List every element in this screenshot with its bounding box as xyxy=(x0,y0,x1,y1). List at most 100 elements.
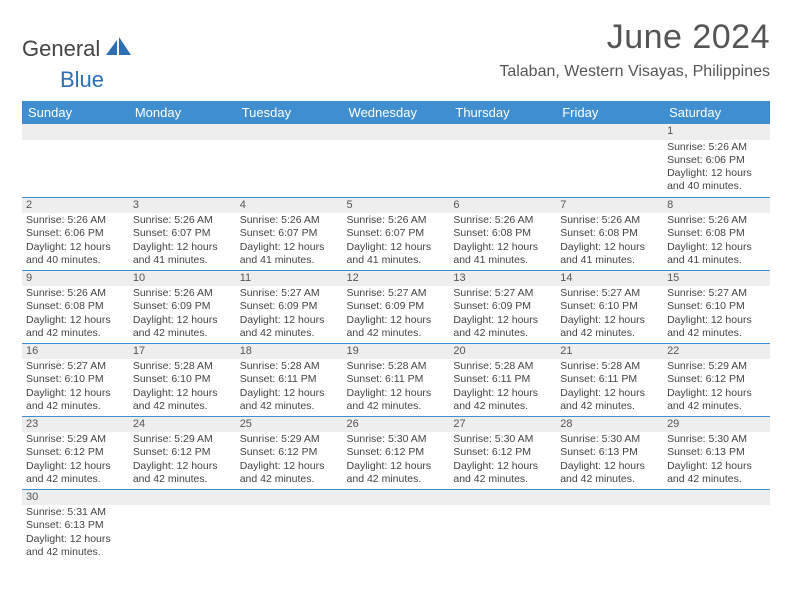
weekday-header: Thursday xyxy=(449,101,556,124)
day-number: 27 xyxy=(449,417,556,433)
calendar-day-cell: 21Sunrise: 5:28 AMSunset: 6:11 PMDayligh… xyxy=(556,343,663,416)
day-body: Sunrise: 5:29 AMSunset: 6:12 PMDaylight:… xyxy=(129,432,236,488)
sunrise-text: Sunrise: 5:30 AM xyxy=(667,433,766,446)
sunset-text: Sunset: 6:10 PM xyxy=(667,300,766,313)
day-number: 24 xyxy=(129,417,236,433)
sunrise-text: Sunrise: 5:28 AM xyxy=(347,360,446,373)
sunset-text: Sunset: 6:10 PM xyxy=(26,373,125,386)
daylight-text: Daylight: 12 hours and 41 minutes. xyxy=(667,241,766,267)
day-body: Sunrise: 5:26 AMSunset: 6:07 PMDaylight:… xyxy=(343,213,450,269)
calendar-day-cell: 25Sunrise: 5:29 AMSunset: 6:12 PMDayligh… xyxy=(236,416,343,489)
sunset-text: Sunset: 6:07 PM xyxy=(133,227,232,240)
daylight-text: Daylight: 12 hours and 42 minutes. xyxy=(133,460,232,486)
sunrise-text: Sunrise: 5:29 AM xyxy=(26,433,125,446)
day-body: Sunrise: 5:26 AMSunset: 6:08 PMDaylight:… xyxy=(449,213,556,269)
calendar-day-cell: 3Sunrise: 5:26 AMSunset: 6:07 PMDaylight… xyxy=(129,197,236,270)
calendar-day-cell: 18Sunrise: 5:28 AMSunset: 6:11 PMDayligh… xyxy=(236,343,343,416)
day-number: 21 xyxy=(556,344,663,360)
sunrise-text: Sunrise: 5:26 AM xyxy=(560,214,659,227)
daylight-text: Daylight: 12 hours and 42 minutes. xyxy=(453,314,552,340)
daylight-text: Daylight: 12 hours and 42 minutes. xyxy=(667,314,766,340)
day-number: 25 xyxy=(236,417,343,433)
daylight-text: Daylight: 12 hours and 40 minutes. xyxy=(26,241,125,267)
sunset-text: Sunset: 6:13 PM xyxy=(26,519,125,532)
daylight-text: Daylight: 12 hours and 42 minutes. xyxy=(347,460,446,486)
sunset-text: Sunset: 6:10 PM xyxy=(560,300,659,313)
calendar-day-cell: 26Sunrise: 5:30 AMSunset: 6:12 PMDayligh… xyxy=(343,416,450,489)
calendar-day-cell xyxy=(556,489,663,562)
day-body: Sunrise: 5:27 AMSunset: 6:09 PMDaylight:… xyxy=(449,286,556,342)
calendar-day-cell xyxy=(449,124,556,197)
calendar-day-cell: 14Sunrise: 5:27 AMSunset: 6:10 PMDayligh… xyxy=(556,270,663,343)
day-number: 18 xyxy=(236,344,343,360)
daylight-text: Daylight: 12 hours and 41 minutes. xyxy=(347,241,446,267)
weekday-header: Saturday xyxy=(663,101,770,124)
day-body: Sunrise: 5:26 AMSunset: 6:07 PMDaylight:… xyxy=(236,213,343,269)
daylight-text: Daylight: 12 hours and 42 minutes. xyxy=(240,460,339,486)
day-body: Sunrise: 5:26 AMSunset: 6:08 PMDaylight:… xyxy=(663,213,770,269)
sunrise-text: Sunrise: 5:28 AM xyxy=(560,360,659,373)
day-body: Sunrise: 5:27 AMSunset: 6:10 PMDaylight:… xyxy=(22,359,129,415)
calendar-day-cell: 10Sunrise: 5:26 AMSunset: 6:09 PMDayligh… xyxy=(129,270,236,343)
calendar-page: General June 2024 Talaban, Western Visay… xyxy=(0,0,792,612)
sunrise-text: Sunrise: 5:31 AM xyxy=(26,506,125,519)
calendar-day-cell: 23Sunrise: 5:29 AMSunset: 6:12 PMDayligh… xyxy=(22,416,129,489)
day-number: 19 xyxy=(343,344,450,360)
sunrise-text: Sunrise: 5:26 AM xyxy=(26,287,125,300)
sunset-text: Sunset: 6:12 PM xyxy=(240,446,339,459)
day-number-bar xyxy=(236,124,343,140)
calendar-day-cell: 15Sunrise: 5:27 AMSunset: 6:10 PMDayligh… xyxy=(663,270,770,343)
sunrise-text: Sunrise: 5:30 AM xyxy=(453,433,552,446)
calendar-day-cell: 27Sunrise: 5:30 AMSunset: 6:12 PMDayligh… xyxy=(449,416,556,489)
calendar-day-cell: 2Sunrise: 5:26 AMSunset: 6:06 PMDaylight… xyxy=(22,197,129,270)
day-number: 30 xyxy=(22,490,129,506)
day-number: 2 xyxy=(22,198,129,214)
day-number: 16 xyxy=(22,344,129,360)
daylight-text: Daylight: 12 hours and 42 minutes. xyxy=(347,314,446,340)
day-body: Sunrise: 5:26 AMSunset: 6:08 PMDaylight:… xyxy=(556,213,663,269)
calendar-day-cell xyxy=(343,489,450,562)
sunrise-text: Sunrise: 5:27 AM xyxy=(667,287,766,300)
daylight-text: Daylight: 12 hours and 42 minutes. xyxy=(133,314,232,340)
day-number-bar xyxy=(343,490,450,506)
calendar-day-cell: 1Sunrise: 5:26 AMSunset: 6:06 PMDaylight… xyxy=(663,124,770,197)
daylight-text: Daylight: 12 hours and 41 minutes. xyxy=(133,241,232,267)
daylight-text: Daylight: 12 hours and 42 minutes. xyxy=(26,533,125,559)
weekday-header: Tuesday xyxy=(236,101,343,124)
calendar-day-cell xyxy=(449,489,556,562)
sunset-text: Sunset: 6:07 PM xyxy=(347,227,446,240)
calendar-day-cell xyxy=(556,124,663,197)
day-body: Sunrise: 5:27 AMSunset: 6:09 PMDaylight:… xyxy=(236,286,343,342)
sunrise-text: Sunrise: 5:26 AM xyxy=(26,214,125,227)
calendar-day-cell: 30Sunrise: 5:31 AMSunset: 6:13 PMDayligh… xyxy=(22,489,129,562)
sunset-text: Sunset: 6:11 PM xyxy=(560,373,659,386)
weekday-header-row: Sunday Monday Tuesday Wednesday Thursday… xyxy=(22,101,770,124)
sunset-text: Sunset: 6:08 PM xyxy=(560,227,659,240)
day-body: Sunrise: 5:27 AMSunset: 6:10 PMDaylight:… xyxy=(663,286,770,342)
weekday-header: Wednesday xyxy=(343,101,450,124)
brand-text-2: Blue xyxy=(60,67,104,92)
sunrise-text: Sunrise: 5:26 AM xyxy=(133,214,232,227)
day-number-bar xyxy=(129,124,236,140)
day-number: 15 xyxy=(663,271,770,287)
calendar-day-cell: 9Sunrise: 5:26 AMSunset: 6:08 PMDaylight… xyxy=(22,270,129,343)
sunrise-text: Sunrise: 5:30 AM xyxy=(560,433,659,446)
day-number-bar xyxy=(663,490,770,506)
day-number: 11 xyxy=(236,271,343,287)
daylight-text: Daylight: 12 hours and 42 minutes. xyxy=(560,460,659,486)
day-number: 6 xyxy=(449,198,556,214)
day-number-bar xyxy=(449,490,556,506)
sunrise-text: Sunrise: 5:26 AM xyxy=(240,214,339,227)
calendar-day-cell xyxy=(343,124,450,197)
brand-text-1: General xyxy=(22,36,100,62)
day-number: 9 xyxy=(22,271,129,287)
daylight-text: Daylight: 12 hours and 42 minutes. xyxy=(453,387,552,413)
sunset-text: Sunset: 6:08 PM xyxy=(453,227,552,240)
daylight-text: Daylight: 12 hours and 42 minutes. xyxy=(560,314,659,340)
daylight-text: Daylight: 12 hours and 42 minutes. xyxy=(347,387,446,413)
weekday-header: Friday xyxy=(556,101,663,124)
daylight-text: Daylight: 12 hours and 40 minutes. xyxy=(667,167,766,193)
sunset-text: Sunset: 6:09 PM xyxy=(453,300,552,313)
calendar-day-cell: 13Sunrise: 5:27 AMSunset: 6:09 PMDayligh… xyxy=(449,270,556,343)
calendar-week-row: 16Sunrise: 5:27 AMSunset: 6:10 PMDayligh… xyxy=(22,343,770,416)
